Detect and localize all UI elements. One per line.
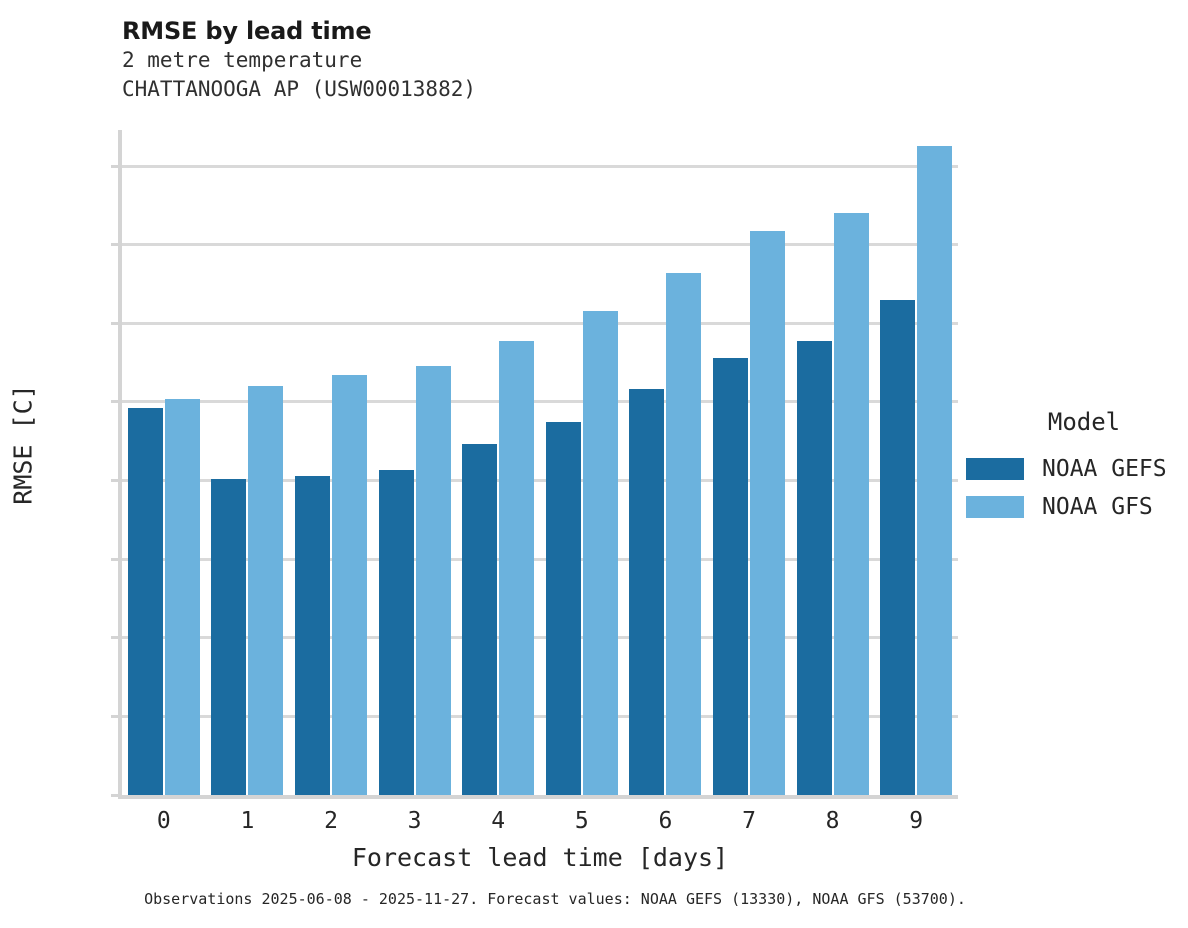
y-axis-tick — [111, 636, 119, 640]
y-axis-tick — [111, 714, 119, 718]
gridline — [122, 164, 958, 168]
legend-label: NOAA GEFS — [1042, 456, 1167, 482]
legend-entries: NOAA GEFS NOAA GFS — [966, 450, 1181, 526]
gridline — [122, 714, 958, 718]
legend: Model NOAA GEFS NOAA GFS — [966, 408, 1181, 526]
bars-layer — [122, 130, 958, 795]
legend-entry[interactable]: NOAA GEFS — [966, 450, 1181, 488]
x-axis-tick-label: 4 — [491, 808, 506, 834]
bar — [796, 340, 832, 795]
gridline — [122, 243, 958, 247]
bar — [164, 398, 200, 795]
bar — [833, 213, 869, 795]
y-axis-spine — [118, 130, 122, 795]
x-axis-tick-label: 1 — [240, 808, 255, 834]
y-axis-label: RMSE [C] — [8, 384, 38, 505]
plot-area — [111, 130, 958, 799]
bar — [629, 389, 665, 795]
y-axis-tick — [111, 479, 119, 483]
gridline — [122, 321, 958, 325]
bar — [750, 230, 785, 795]
bar — [499, 340, 535, 795]
x-axis-tick-label: 6 — [658, 808, 673, 834]
bar — [378, 469, 414, 795]
bar — [713, 357, 748, 795]
y-axis-tick — [111, 321, 119, 325]
x-axis-tick-label: 3 — [407, 808, 422, 834]
y-axis-tick — [111, 243, 119, 247]
x-axis-tick-label: 2 — [324, 808, 338, 834]
legend-swatch — [966, 496, 1024, 518]
chart-subtitle-variable: 2 metre temperature — [122, 48, 363, 72]
gridline — [122, 636, 958, 640]
bar — [880, 299, 916, 795]
bar — [462, 444, 498, 795]
bar — [917, 145, 953, 795]
bar — [332, 375, 367, 795]
legend-entry[interactable]: NOAA GFS — [966, 488, 1181, 526]
bar — [295, 475, 330, 795]
y-axis-tick — [111, 164, 119, 168]
bar — [248, 386, 284, 795]
bar — [415, 365, 451, 795]
x-axis-tick-label: 9 — [909, 808, 924, 834]
footer-note: Observations 2025-06-08 - 2025-11-27. Fo… — [144, 890, 966, 908]
bar — [127, 408, 163, 795]
title-block: RMSE by lead time 2 metre temperature CH… — [122, 16, 942, 104]
x-axis-label: Forecast lead time [days] — [351, 843, 729, 872]
bar — [666, 273, 702, 795]
x-axis-tick-label: 8 — [825, 808, 840, 834]
legend-label: NOAA GFS — [1042, 494, 1153, 520]
x-axis-tick-label: 7 — [742, 808, 756, 834]
x-axis-tick-label: 5 — [574, 808, 589, 834]
gridline — [122, 400, 958, 404]
y-axis-tick — [111, 400, 119, 404]
page-title: RMSE by lead time — [122, 17, 372, 45]
x-axis-spine — [118, 795, 958, 799]
bar — [582, 310, 618, 795]
gridline — [122, 557, 958, 561]
y-axis-tick — [111, 557, 119, 561]
y-axis-tick — [111, 793, 119, 797]
bar — [545, 422, 581, 795]
chart-subtitle-station: CHATTANOOGA AP (USW00013882) — [122, 77, 477, 101]
bar — [211, 479, 247, 795]
gridline — [122, 479, 958, 483]
legend-title: Model — [1047, 408, 1121, 436]
x-axis-tick-label: 0 — [156, 808, 171, 834]
legend-swatch — [966, 458, 1024, 480]
